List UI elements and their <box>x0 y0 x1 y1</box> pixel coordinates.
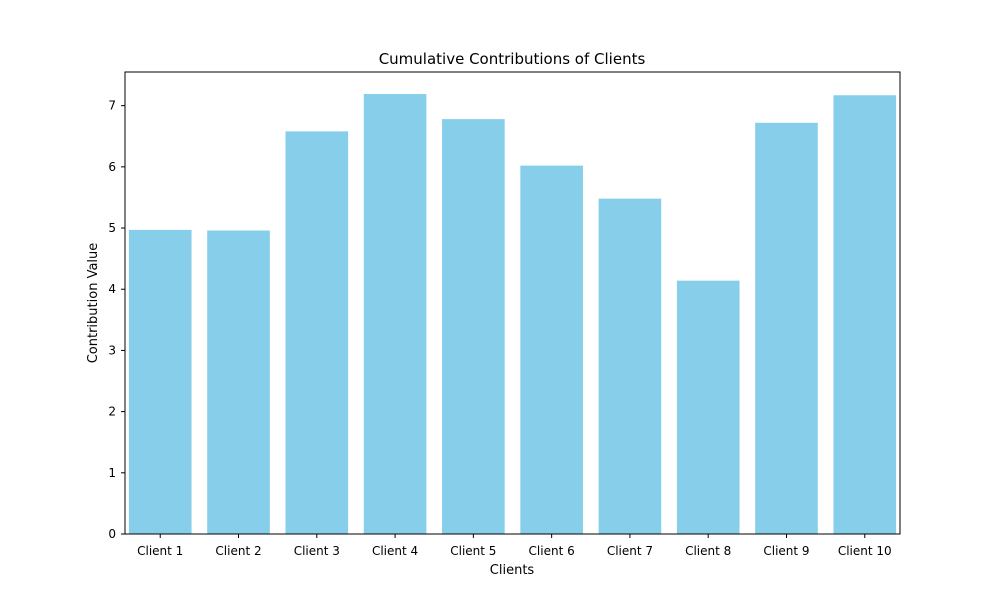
x-axis-label: Clients <box>490 563 535 578</box>
bar-7 <box>598 198 662 535</box>
x-tick-label: Client 5 <box>450 544 496 558</box>
y-tick-label: 6 <box>108 160 116 174</box>
x-tick-label: Client 8 <box>685 544 731 558</box>
y-axis-label: Contribution Value <box>86 243 101 364</box>
x-tick-label: Client 4 <box>372 544 418 558</box>
y-tick-label: 1 <box>108 466 116 480</box>
x-tick-label: Client 6 <box>529 544 575 558</box>
x-tick-label: Client 3 <box>294 544 340 558</box>
bar-1 <box>128 229 192 535</box>
bar-5 <box>442 119 505 534</box>
y-tick-label: 0 <box>108 527 116 541</box>
x-tick-label: Client 1 <box>137 544 183 558</box>
chart-title: Cumulative Contributions of Clients <box>379 50 646 68</box>
bar-6 <box>520 165 583 534</box>
y-tick-label: 2 <box>108 405 116 419</box>
y-axis-ticks: 0 1 2 3 4 5 6 7 <box>108 99 125 541</box>
bar-4 <box>363 94 427 534</box>
bar-3 <box>285 131 349 534</box>
bar-10 <box>833 95 897 534</box>
x-tick-label: Client 9 <box>763 544 809 558</box>
x-tick-label: Client 2 <box>215 544 261 558</box>
y-tick-label: 4 <box>108 282 116 296</box>
x-axis-ticks: Client 1 Client 2 Client 3 Client 4 Client 5… <box>137 534 892 558</box>
y-tick-label: 3 <box>108 343 116 357</box>
bars-group <box>128 94 897 535</box>
bar-8 <box>676 280 740 534</box>
y-tick-label: 7 <box>108 99 116 113</box>
x-tick-label: Client 7 <box>607 544 653 558</box>
y-tick-label: 5 <box>108 221 116 235</box>
bar-2 <box>207 230 270 534</box>
plot-frame <box>124 71 901 535</box>
x-tick-label: Client 10 <box>838 544 892 558</box>
bar-9 <box>755 122 818 535</box>
